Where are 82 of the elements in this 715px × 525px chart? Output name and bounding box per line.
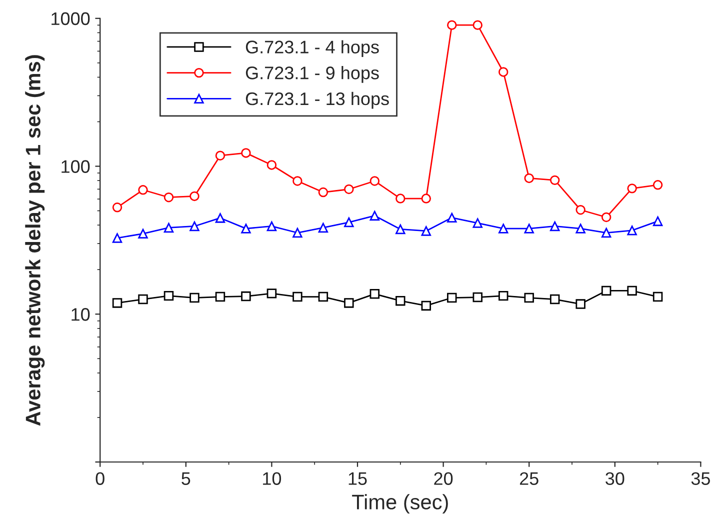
point (447, 20, 457, 30)
point (190, 221, 200, 232)
point (396, 194, 406, 204)
point (112, 202, 122, 212)
point (601, 212, 612, 222)
point (241, 148, 251, 158)
point (138, 294, 148, 304)
y-tick-label: 100 (62, 160, 90, 173)
point (215, 292, 226, 302)
x-tick-label: 25 (520, 472, 538, 485)
point (627, 184, 637, 194)
point (292, 292, 302, 302)
point (421, 194, 431, 204)
point (241, 224, 251, 234)
point (266, 288, 277, 298)
point (241, 291, 251, 302)
point (524, 292, 534, 303)
x-axis-title: Time (sec) (352, 494, 448, 514)
point (190, 191, 200, 202)
point (550, 175, 560, 186)
point (498, 290, 508, 301)
point (652, 292, 663, 302)
point (344, 217, 354, 228)
point (164, 192, 174, 202)
point (396, 296, 406, 306)
point (370, 176, 380, 186)
point (215, 213, 226, 223)
point (576, 299, 586, 309)
x-tick-label: 15 (348, 472, 367, 485)
point (550, 294, 560, 304)
y-tick-label: 10 (72, 308, 90, 321)
legend-label: G.723.1 - 4 hops (246, 40, 379, 58)
point (576, 205, 586, 215)
point (421, 226, 431, 236)
x-tick-label: 0 (96, 472, 104, 485)
point (112, 298, 122, 308)
point (292, 176, 302, 186)
x-tick-label: 35 (691, 472, 710, 485)
point (318, 222, 328, 233)
point (421, 300, 431, 311)
legend-label: G.723.1 - 13 hops (246, 92, 389, 109)
point (318, 292, 328, 302)
point (601, 228, 612, 238)
y-axis-title: Average network delay per 1 sec (ms) (25, 55, 45, 426)
point (344, 298, 354, 308)
point (550, 221, 560, 232)
point (344, 184, 354, 194)
point (318, 187, 328, 198)
point (164, 222, 174, 233)
point (601, 286, 612, 296)
point (498, 67, 508, 77)
point (370, 289, 380, 299)
point (138, 185, 148, 195)
point (627, 286, 637, 296)
y-tick-label: 1000 (52, 12, 90, 26)
point (472, 292, 482, 302)
point (472, 218, 482, 228)
point (498, 224, 508, 234)
point (215, 150, 226, 160)
point (396, 224, 406, 234)
point (472, 20, 482, 30)
point (112, 233, 122, 243)
point (370, 210, 380, 221)
x-tick-label: 5 (182, 472, 190, 485)
point (292, 228, 302, 238)
point (447, 212, 457, 223)
point (524, 173, 534, 184)
point (447, 292, 457, 303)
x-tick-label: 20 (434, 472, 453, 485)
point (138, 228, 148, 239)
point (652, 216, 663, 226)
point (652, 180, 663, 190)
point (190, 292, 200, 303)
point (524, 224, 534, 234)
legend-label: G.723.1 - 9 hops (246, 66, 379, 83)
x-tick-label: 10 (263, 472, 282, 485)
point (627, 226, 637, 236)
x-tick-label: 30 (606, 472, 624, 485)
point (164, 290, 174, 301)
point (576, 224, 586, 234)
point (266, 160, 277, 170)
point (266, 221, 277, 232)
